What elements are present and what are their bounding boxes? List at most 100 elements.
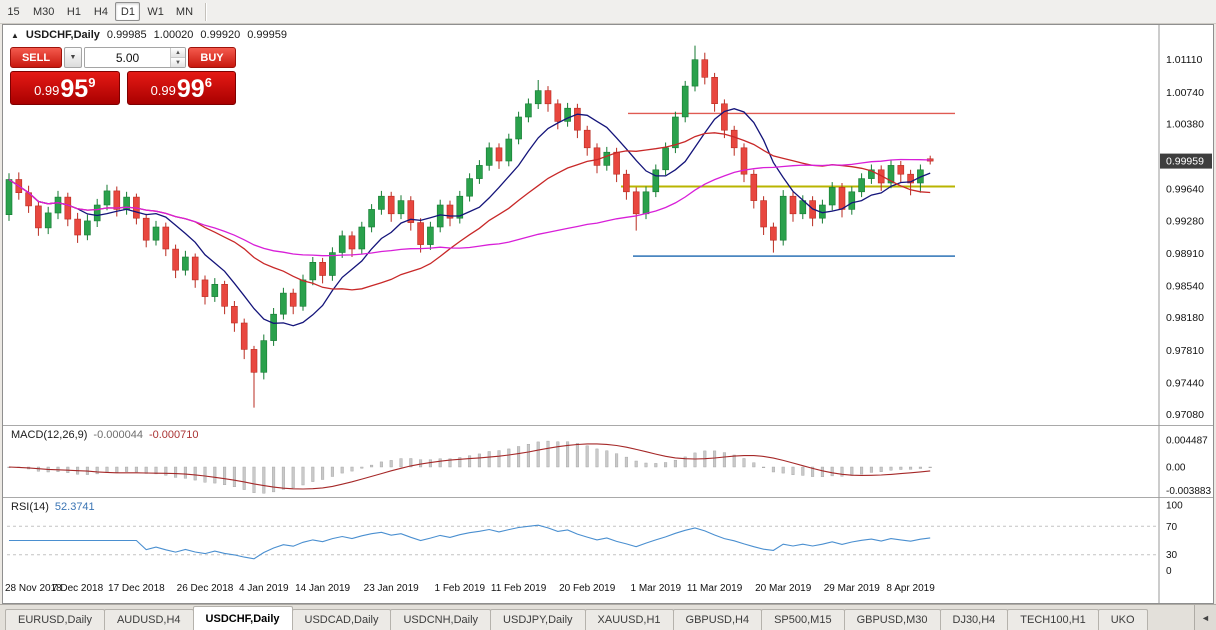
volume-stepper: ▲ ▼ xyxy=(170,48,185,67)
candle-body xyxy=(485,147,493,166)
candle-body xyxy=(44,212,52,229)
rsi-indicator-panel[interactable]: 100 70 30 0 xyxy=(3,497,1213,577)
macd-histogram-bar xyxy=(409,458,413,468)
current-price-text: 0.99959 xyxy=(1166,156,1204,168)
chart-tab-audusd-h4[interactable]: AUDUSD,H4 xyxy=(103,609,194,630)
chart-tab-usdjpy-daily[interactable]: USDJPY,Daily xyxy=(490,609,586,630)
candle-body xyxy=(211,283,219,297)
timeframe-button-mn[interactable]: MN xyxy=(175,5,194,18)
order-type-dropdown-button[interactable]: ▼ xyxy=(64,47,82,68)
macd-histogram-bar xyxy=(673,460,677,468)
date-label: 26 Dec 2018 xyxy=(177,583,234,594)
date-label: 8 Apr 2019 xyxy=(886,583,935,594)
sell-button[interactable]: SELL xyxy=(10,47,62,68)
chart-tab-eurusd-daily[interactable]: EURUSD,Daily xyxy=(5,609,105,630)
candle-body xyxy=(329,252,336,276)
candle-body xyxy=(231,305,238,324)
date-label: 1 Mar 2019 xyxy=(631,583,682,594)
timeframe-button-15[interactable]: 15 xyxy=(7,5,20,18)
ohlc-open: 0.99985 xyxy=(106,29,147,41)
chart-tab-tech100-h1[interactable]: TECH100,H1 xyxy=(1007,609,1099,630)
macd-histogram-bar xyxy=(605,450,609,468)
candle-body xyxy=(760,200,767,228)
macd-histogram-bar xyxy=(752,462,756,468)
chart-tab-gbpusd-m30[interactable]: GBPUSD,M30 xyxy=(843,609,941,630)
volume-input[interactable] xyxy=(85,48,170,67)
candle-body xyxy=(525,103,532,118)
macd-histogram-bar xyxy=(566,441,570,468)
macd-histogram-bar xyxy=(742,458,746,468)
buy-button[interactable]: BUY xyxy=(188,47,236,68)
chart-tab-dj30-h4[interactable]: DJ30,H4 xyxy=(939,609,1009,630)
date-label: 11 Mar 2019 xyxy=(687,583,743,594)
candle-body xyxy=(240,322,248,350)
price-axis-label: 0.98540 xyxy=(1166,281,1204,293)
chart-tab-usdcnh-daily[interactable]: USDCNH,Daily xyxy=(390,609,492,630)
timeframe-button-h4[interactable]: H4 xyxy=(93,5,108,18)
candle-body xyxy=(907,173,914,184)
candle-body xyxy=(466,178,473,197)
candle-body xyxy=(672,116,679,149)
sell-price-box[interactable]: 0.99 95 9 xyxy=(10,71,120,105)
chart-tab-usdcad-daily[interactable]: USDCAD,Daily xyxy=(291,609,392,630)
candle-body xyxy=(574,107,581,131)
ma-45-line[interactable] xyxy=(8,158,931,257)
price-axis-label: 0.99280 xyxy=(1166,215,1204,227)
one-click-collapse-icon[interactable]: ▲ xyxy=(11,30,19,40)
stepper-up-icon[interactable]: ▲ xyxy=(171,48,185,58)
chart-tab-gbpusd-h4[interactable]: GBPUSD,H4 xyxy=(672,609,763,630)
macd-histogram-bar xyxy=(291,466,295,489)
candle-body xyxy=(515,116,522,140)
candle-body xyxy=(338,235,346,253)
macd-histogram-bar xyxy=(791,466,795,476)
candle-body xyxy=(270,313,277,341)
chart-tab-xauusd-h1[interactable]: XAUUSD,H1 xyxy=(584,609,674,630)
date-label: 4 Jan 2019 xyxy=(239,583,289,594)
macd-histogram-bar xyxy=(722,452,726,468)
candle-body xyxy=(289,292,297,307)
price-axis-label: 1.00740 xyxy=(1166,87,1204,99)
price-chart[interactable]: 1.01110 1.00740 1.00380 0.99640 0.99280 0.989… xyxy=(3,25,1213,425)
tab-scroll-left-icon[interactable]: ◄ xyxy=(1194,605,1216,630)
chart-window: 1.01110 1.00740 1.00380 0.99640 0.99280 0.989… xyxy=(2,24,1214,604)
macd-histogram-bar xyxy=(860,466,864,475)
chart-tab-uko[interactable]: UKO xyxy=(1097,609,1148,630)
ma-8-line[interactable] xyxy=(8,108,931,327)
candle-body xyxy=(730,129,738,149)
date-label: 20 Feb 2019 xyxy=(559,583,616,594)
macd-histogram-bar xyxy=(536,441,540,468)
candle-body xyxy=(828,187,836,206)
buy-price-box[interactable]: 0.99 99 6 xyxy=(126,71,236,105)
macd-histogram-bar xyxy=(399,458,403,468)
chart-tab-usdchf-daily[interactable]: USDCHF,Daily xyxy=(192,606,293,630)
candle-body xyxy=(280,292,287,315)
macd-histogram-bar xyxy=(193,466,197,481)
macd-indicator-panel[interactable]: 0.004487 0.00 -0.003883 xyxy=(3,425,1213,497)
macd-histogram-bar xyxy=(820,466,824,478)
macd-histogram-bar xyxy=(811,466,815,477)
price-axis-label: 0.97440 xyxy=(1166,377,1204,389)
chart-tab-sp500-m15[interactable]: SP500,M15 xyxy=(761,609,845,630)
candle-body xyxy=(613,151,620,175)
timeframe-button-m30[interactable]: M30 xyxy=(33,5,55,18)
macd-histogram-bar xyxy=(105,466,109,473)
candle-body xyxy=(35,205,42,229)
candle-body xyxy=(427,226,434,245)
timeframe-button-w1[interactable]: W1 xyxy=(147,5,164,18)
timeframe-toolbar: 15 M30 H1 H4 D1 W1 MN xyxy=(0,0,1216,24)
timeframe-button-h1[interactable]: H1 xyxy=(66,5,81,18)
macd-histogram-bar xyxy=(507,448,511,468)
candle-body xyxy=(632,191,640,215)
date-label: 23 Jan 2019 xyxy=(364,583,419,594)
macd-axis-label: -0.003883 xyxy=(1166,486,1211,497)
price-axis-label: 1.00380 xyxy=(1166,119,1204,131)
candle-body xyxy=(162,226,170,250)
volume-field: ▲ ▼ xyxy=(84,47,186,68)
date-label: 11 Feb 2019 xyxy=(491,583,547,594)
stepper-down-icon[interactable]: ▼ xyxy=(171,58,185,67)
candle-body xyxy=(495,147,503,162)
timeframe-button-d1[interactable]: D1 xyxy=(115,2,141,21)
macd-histogram-bar xyxy=(624,456,628,468)
candle-body xyxy=(534,90,542,105)
macd-histogram-bar xyxy=(468,455,472,468)
